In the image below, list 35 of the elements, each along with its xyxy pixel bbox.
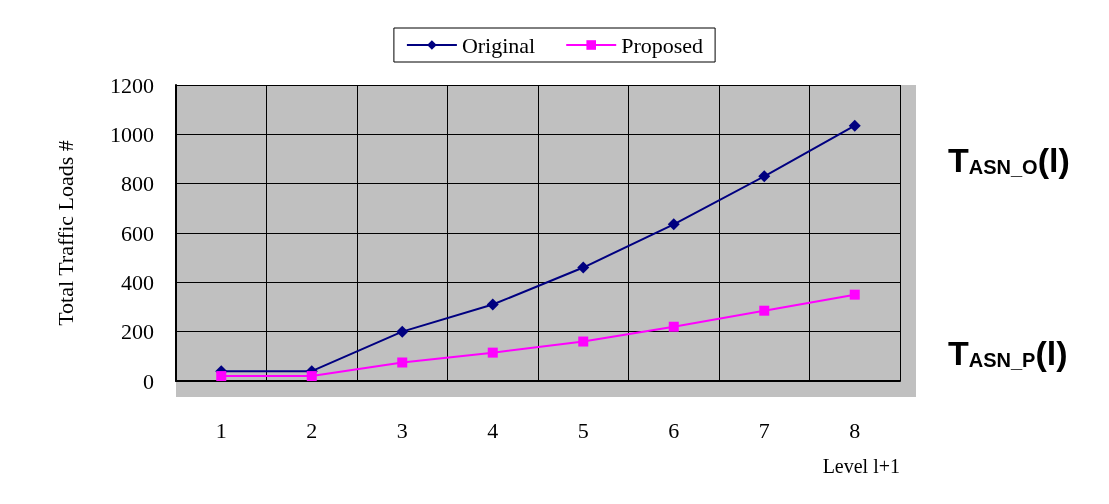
x-tick-label: 3: [396, 417, 408, 443]
point: [397, 357, 408, 368]
x-axis-title: Level l+1: [822, 455, 900, 477]
x-tick-label: 7: [758, 417, 770, 443]
point: [759, 305, 770, 316]
x-tick-label: 5: [577, 417, 589, 443]
point: [667, 218, 680, 231]
x-tick-label: 8: [849, 417, 861, 443]
point: [668, 321, 679, 332]
legend-label: Original: [461, 32, 536, 58]
point: [848, 119, 861, 132]
text: TASN_P(l): [948, 334, 1068, 372]
x-tick-label: 6: [668, 417, 680, 443]
point: [487, 347, 498, 358]
x-tick-label: 2: [306, 417, 318, 443]
legend-label: Proposed: [621, 32, 704, 58]
y-tick-label: 0: [143, 368, 154, 394]
point: [758, 170, 771, 183]
x-tick-label: 4: [487, 417, 499, 443]
y-tick-label: 1000: [110, 121, 154, 147]
point: [849, 289, 860, 300]
y-tick-label: 600: [121, 220, 154, 246]
y-axis-title: Total Traffic Loads #: [52, 140, 78, 326]
point: [306, 371, 317, 382]
y-tick-label: 800: [121, 171, 154, 197]
point: [216, 371, 227, 382]
point: [486, 298, 499, 311]
y-tick-label: 400: [121, 269, 154, 295]
y-tick-label: 1200: [110, 72, 154, 98]
text: TASN_O(l): [948, 141, 1070, 179]
point: [578, 336, 589, 347]
x-tick-label: 1: [215, 417, 227, 443]
point: [577, 261, 590, 274]
point: [396, 325, 409, 338]
y-tick-label: 200: [121, 319, 154, 345]
